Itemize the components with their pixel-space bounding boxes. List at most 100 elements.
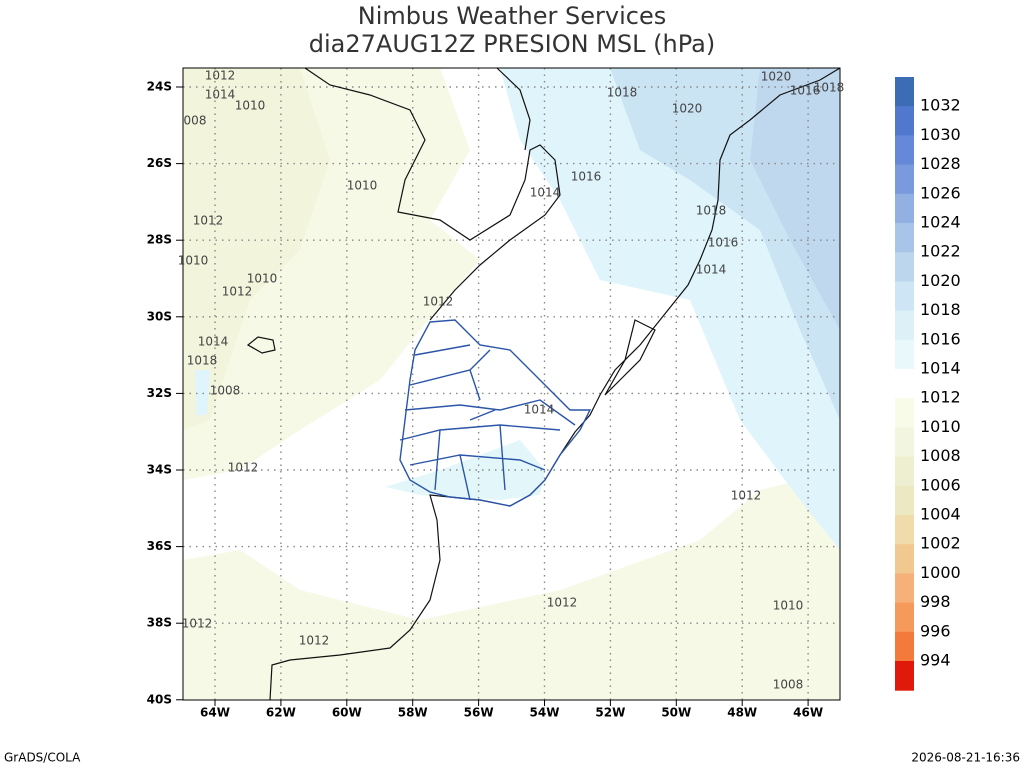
- contour-label: 1012: [193, 214, 224, 228]
- coastline: [269, 67, 841, 701]
- contour-label: 1012: [205, 69, 236, 83]
- contour-label: 1008: [773, 678, 804, 692]
- department-borders: [399, 344, 576, 501]
- colorbar-box: [895, 573, 914, 604]
- contour-label: 1014: [524, 403, 555, 417]
- colorbar-box: [895, 135, 914, 166]
- colorbar-box: [895, 106, 914, 136]
- colorbar-box: [895, 661, 914, 691]
- colorbar-label: 998: [920, 592, 951, 611]
- lon-label: 48W: [727, 706, 757, 720]
- colorbar-box: [895, 515, 914, 545]
- river-border: [496, 67, 531, 151]
- colorbar-label: 1028: [920, 154, 961, 173]
- contour-label: 1016: [571, 170, 602, 184]
- contour-label: 1012: [228, 461, 259, 475]
- lat-label: 36S: [147, 539, 172, 553]
- contour-label: 1014: [205, 88, 236, 102]
- title: Nimbus Weather Services: [358, 2, 666, 30]
- region-low: [183, 470, 840, 700]
- colorbar-box: [895, 339, 914, 370]
- colorbar-box: [895, 544, 914, 574]
- map-area: [182, 67, 841, 701]
- lon-label: 46W: [793, 706, 823, 720]
- lat-label: 40S: [147, 692, 172, 706]
- contour-label: 1010: [247, 272, 278, 286]
- contour-label: 1012: [423, 295, 454, 309]
- lake: [246, 336, 276, 354]
- contour-label: 1012: [222, 285, 253, 299]
- contour-label: 1014: [530, 186, 561, 200]
- colorbar-label: 1004: [920, 505, 961, 524]
- colorbar-box: [895, 223, 914, 253]
- colorbar-label: 996: [920, 621, 951, 640]
- lon-label: 56W: [464, 706, 494, 720]
- colorbar-label: 1000: [920, 563, 961, 582]
- colorbar-box: [895, 485, 914, 516]
- subtitle: dia27AUG12Z PRESION MSL (hPa): [309, 30, 715, 58]
- colorbar-box: [895, 631, 914, 662]
- colorbar-label: 1024: [920, 213, 961, 232]
- colorbar-box: [895, 310, 914, 341]
- uruguay-border: [399, 319, 592, 507]
- contour-label: 1010: [347, 179, 378, 193]
- lon-label: 58W: [398, 706, 428, 720]
- contour-label: 1016: [790, 84, 821, 98]
- contour-label: 1012: [299, 634, 330, 648]
- contour-label: 1018: [187, 354, 218, 368]
- contour-label: 1020: [761, 70, 792, 84]
- contour-label: 1020: [672, 102, 703, 116]
- colorbar-label: 1008: [920, 446, 961, 465]
- colorbar-label: 1016: [920, 329, 961, 348]
- contour-label: 1014: [696, 263, 727, 277]
- colorbar-label: 1022: [920, 242, 961, 261]
- colorbar-box: [895, 398, 914, 428]
- lon-label: 52W: [595, 706, 625, 720]
- lon-label: 54W: [530, 706, 560, 720]
- colorbar-label: 1014: [920, 359, 961, 378]
- contour-label: 1008: [210, 384, 241, 398]
- colorbar-box: [895, 281, 914, 312]
- colorbar-label: 994: [920, 651, 951, 670]
- lon-label: 60W: [332, 706, 362, 720]
- river-border: [304, 67, 561, 321]
- footer-left: GrADS/COLA: [4, 751, 81, 765]
- colorbar-label: 1032: [920, 96, 961, 115]
- region-low: [183, 68, 330, 430]
- contour-label: 1012: [547, 596, 578, 610]
- colorbar-label: 1020: [920, 271, 961, 290]
- colorbar-box: [895, 602, 914, 633]
- colorbar-box: [895, 164, 914, 195]
- region-high: [750, 68, 840, 330]
- colorbar-label: 1010: [920, 417, 961, 436]
- grid: [183, 68, 840, 700]
- lagoon: [604, 319, 656, 396]
- lon-label: 64W: [200, 706, 230, 720]
- contour-label: 1014: [198, 335, 229, 349]
- contour-label: 1010: [773, 599, 804, 613]
- lat-label: 34S: [147, 463, 172, 477]
- colorbar-label: 1006: [920, 475, 961, 494]
- colorbar-box: [895, 193, 914, 224]
- contour-label: 1010: [235, 99, 266, 113]
- colorbar-label: 1026: [920, 183, 961, 202]
- colorbar-box: [895, 427, 914, 458]
- colorbar-box: [895, 252, 914, 282]
- contour-label: 1018: [814, 81, 845, 95]
- colorbar-box: [895, 77, 914, 107]
- lon-label: 62W: [266, 706, 296, 720]
- contour-label: 1012: [731, 489, 762, 503]
- colorbar-label: 1002: [920, 534, 961, 553]
- lat-label: 30S: [147, 309, 172, 323]
- colorbar-label: 1030: [920, 125, 961, 144]
- contour-label: 008: [184, 114, 207, 128]
- lon-label: 50W: [661, 706, 691, 720]
- map-frame: [182, 67, 841, 701]
- region-high: [195, 370, 210, 415]
- lat-label: 24S: [147, 80, 172, 94]
- lat-label: 26S: [147, 156, 172, 170]
- contour-label: 1018: [607, 86, 638, 100]
- lat-label: 28S: [147, 233, 172, 247]
- contour-label: 1018: [696, 204, 727, 218]
